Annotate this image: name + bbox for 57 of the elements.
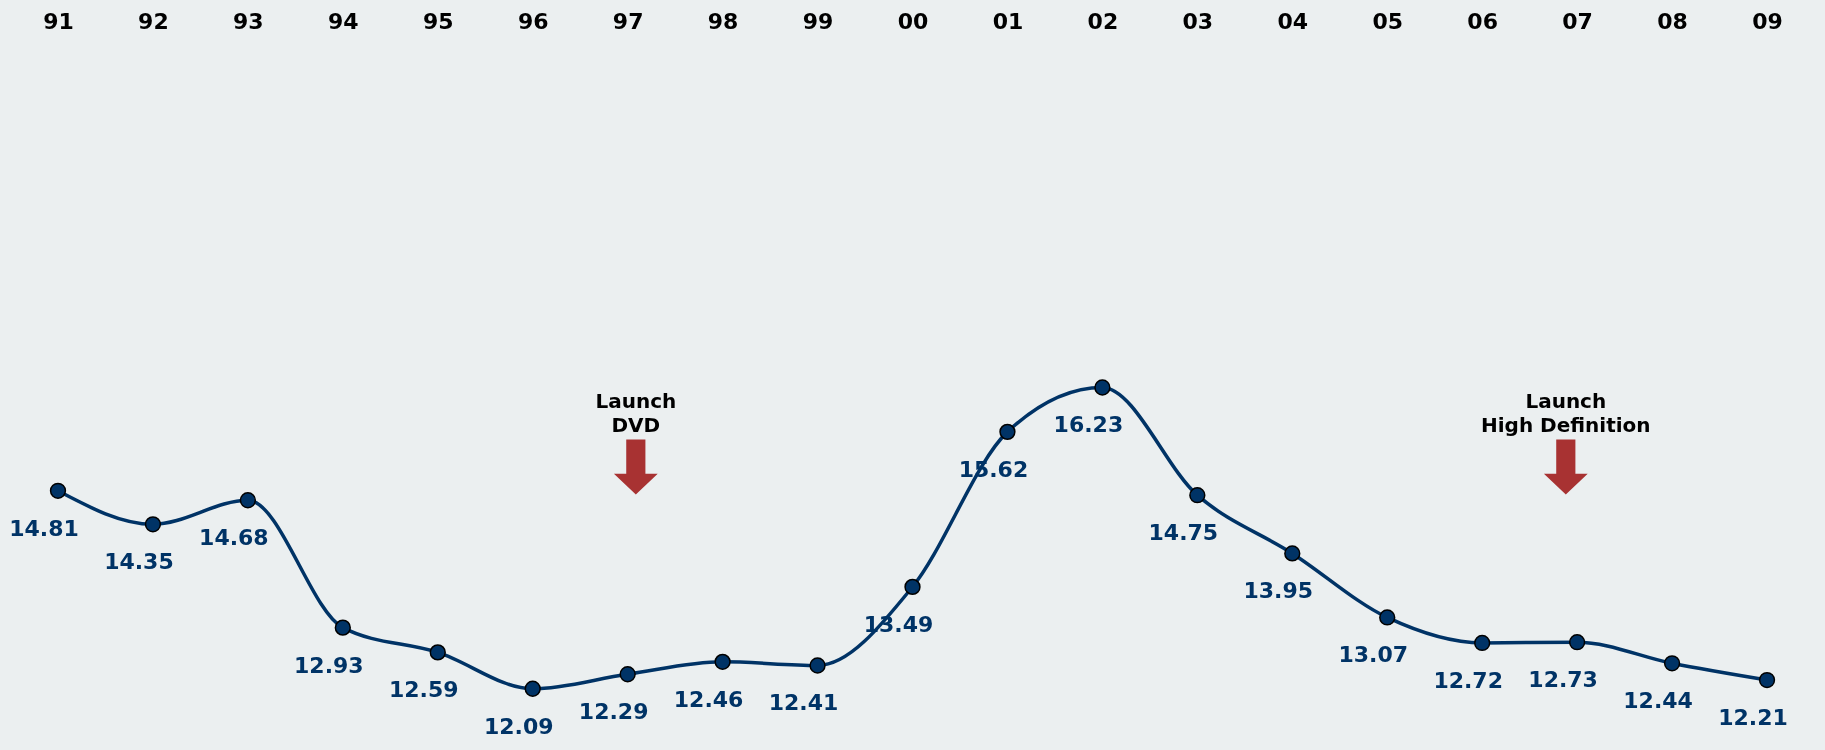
x-tick-label: 99 xyxy=(802,8,834,34)
point xyxy=(1474,634,1491,652)
data-label: 12.93 xyxy=(294,652,364,678)
x-tick-label: 07 xyxy=(1562,8,1593,34)
x-tick-label: 91 xyxy=(43,8,74,34)
data-label: 12.29 xyxy=(578,699,649,725)
x-tick-label: 96 xyxy=(517,8,549,34)
point xyxy=(1189,487,1206,504)
data-label: 14.35 xyxy=(104,549,174,575)
x-tick-label: 05 xyxy=(1372,8,1404,34)
x-tick-label: 01 xyxy=(992,8,1024,34)
data-label: 13.07 xyxy=(1338,642,1409,668)
data-label: 12.09 xyxy=(483,713,554,739)
point xyxy=(714,653,731,670)
data-label: 14.81 xyxy=(9,515,79,541)
data-label: 12.21 xyxy=(1718,705,1788,731)
x-tick-label: 04 xyxy=(1277,8,1309,34)
x-tick-label: 93 xyxy=(233,8,264,34)
data-label: 12.59 xyxy=(388,677,459,703)
x-tick-label: 02 xyxy=(1087,8,1119,34)
data-label: 16.23 xyxy=(1053,412,1124,438)
x-tick-label: 97 xyxy=(612,8,644,34)
data-label: 14.75 xyxy=(1148,520,1219,546)
x-tick-label: 09 xyxy=(1752,8,1783,34)
x-tick-label: 98 xyxy=(707,8,739,34)
point xyxy=(334,619,351,636)
point xyxy=(904,578,921,596)
x-tick-label: 94 xyxy=(328,8,359,34)
data-label: 12.41 xyxy=(768,690,839,716)
annotation: Launch High Definition xyxy=(1481,389,1651,437)
point xyxy=(429,644,446,661)
data-label: 12.46 xyxy=(673,686,744,712)
data-label: 12.44 xyxy=(1623,688,1693,714)
point xyxy=(1379,609,1396,626)
data-label: 13.95 xyxy=(1243,578,1314,604)
point xyxy=(144,516,162,533)
point xyxy=(49,482,67,499)
x-tick-label: 00 xyxy=(897,8,929,34)
point xyxy=(1284,545,1301,562)
point xyxy=(1758,671,1776,689)
annotation: Launch DVD xyxy=(595,389,677,437)
point xyxy=(239,492,257,509)
x-tick-label: 03 xyxy=(1182,8,1214,34)
point xyxy=(524,680,541,697)
point xyxy=(809,657,826,674)
point xyxy=(1663,655,1681,672)
point xyxy=(1568,634,1586,651)
data-label: 12.72 xyxy=(1433,667,1503,693)
point xyxy=(1094,379,1111,396)
data-label: 14.68 xyxy=(199,525,269,551)
point xyxy=(999,423,1016,441)
data-label: 12.73 xyxy=(1528,667,1598,693)
x-tick-label: 06 xyxy=(1467,8,1498,34)
x-tick-label: 92 xyxy=(138,8,169,34)
x-tick-label: 95 xyxy=(422,8,454,34)
x-tick-label: 08 xyxy=(1657,8,1688,34)
point xyxy=(619,666,636,683)
